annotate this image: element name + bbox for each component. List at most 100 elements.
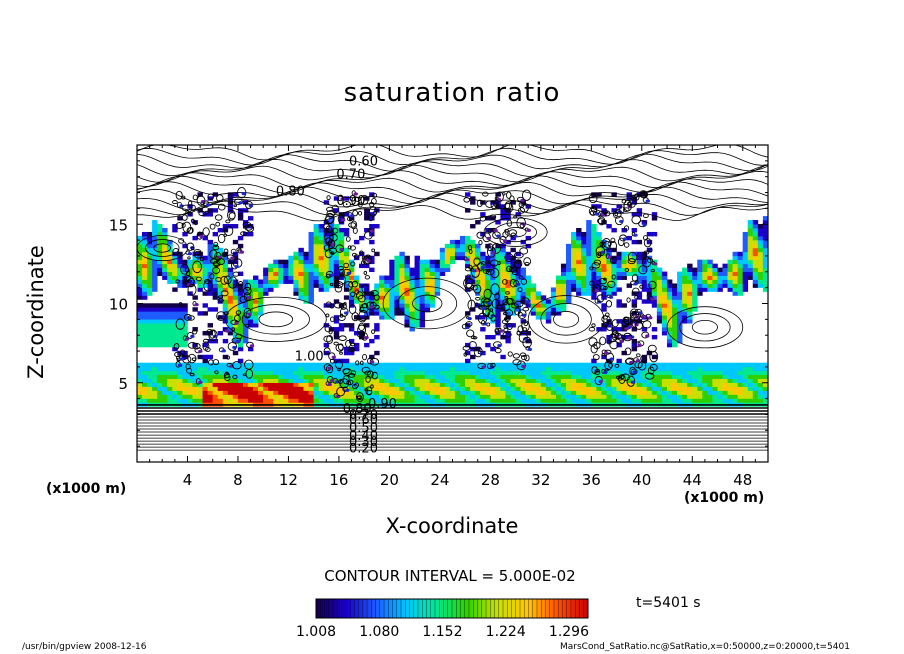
field-cell <box>379 279 385 284</box>
field-cell <box>485 394 491 399</box>
field-cell <box>545 315 552 320</box>
field-cell <box>692 382 698 387</box>
field-cell <box>737 263 744 269</box>
field-cell <box>586 291 592 296</box>
field-cell <box>298 386 304 391</box>
field-cell <box>732 366 738 372</box>
field-cell <box>742 386 749 391</box>
field-cell <box>162 267 168 273</box>
field-cell <box>253 295 259 300</box>
field-cell <box>505 255 511 261</box>
field-cell <box>389 259 395 265</box>
field-cell <box>596 394 602 399</box>
field-cell <box>571 243 577 249</box>
field-cell <box>268 267 274 273</box>
field-cell <box>485 259 491 265</box>
field-cell <box>227 382 234 387</box>
field-cell <box>207 398 213 403</box>
field-cell <box>172 224 178 229</box>
field-cell <box>611 386 617 391</box>
field-cell <box>157 398 163 403</box>
field-cell <box>434 263 441 269</box>
field-cell <box>505 374 511 380</box>
field-cell <box>217 287 224 292</box>
field-cell <box>631 386 638 391</box>
x-tick-label: 36 <box>582 471 601 489</box>
field-cell <box>298 279 304 284</box>
field-cell <box>762 370 768 376</box>
field-cell <box>692 299 698 304</box>
field-cell <box>485 291 491 296</box>
field-cell <box>666 366 673 372</box>
contour-line <box>137 164 768 183</box>
cloud-contour <box>224 373 231 382</box>
field-cell <box>525 394 532 399</box>
field-cell <box>520 378 526 383</box>
field-cell <box>742 259 749 265</box>
field-cell <box>404 295 410 300</box>
field-cell <box>328 279 335 284</box>
cloud-contour <box>242 221 252 228</box>
field-cell <box>485 386 491 391</box>
field-cell <box>601 259 607 265</box>
field-cell <box>586 374 592 380</box>
field-cell <box>566 259 572 265</box>
field-cell <box>480 231 486 237</box>
field-cell <box>202 374 208 380</box>
field-cell <box>500 243 506 249</box>
field-cell <box>147 283 153 288</box>
cloud-contour <box>589 280 595 287</box>
field-cell <box>141 342 148 348</box>
field-cell <box>172 342 178 348</box>
field-cell <box>137 315 143 320</box>
field-cell <box>308 267 314 273</box>
field-cell <box>333 239 340 245</box>
field-cell <box>510 263 516 269</box>
field-cell <box>535 307 542 312</box>
field-cell <box>429 287 436 292</box>
field-cell <box>454 243 461 249</box>
field-cell <box>318 251 325 257</box>
field-cell <box>182 386 188 391</box>
cloud-contour <box>501 319 509 325</box>
field-cell <box>424 303 431 308</box>
field-cell <box>192 295 198 300</box>
field-cell <box>540 362 547 368</box>
field-cell <box>328 255 335 261</box>
field-cell <box>253 374 259 380</box>
field-cell <box>631 338 638 344</box>
field-cell <box>444 374 451 380</box>
field-cell <box>641 382 648 387</box>
field-cell <box>414 398 420 403</box>
field-cell <box>712 382 718 387</box>
field-cell <box>661 287 668 292</box>
field-cell <box>212 382 219 387</box>
field-cell <box>364 382 370 387</box>
field-cell <box>152 323 158 328</box>
field-cell <box>661 299 668 304</box>
field-cell <box>283 394 289 399</box>
footer-left: /usr/bin/gpview 2008-12-16 <box>22 642 147 652</box>
field-cell <box>697 259 703 265</box>
field-cell <box>414 299 420 304</box>
field-cell <box>611 287 617 292</box>
field-cell <box>157 319 163 324</box>
cloud-cell <box>329 379 335 383</box>
cloud-contour <box>323 335 333 343</box>
field-cell <box>162 374 168 380</box>
cloud-contour <box>647 344 657 353</box>
cloud-contour <box>326 206 334 212</box>
field-cell <box>576 267 582 273</box>
field-cell <box>293 362 299 368</box>
field-cell <box>495 374 501 380</box>
field-cell <box>762 275 768 280</box>
cloud-contour <box>520 352 526 357</box>
field-cell <box>303 291 309 296</box>
field-cell <box>682 390 688 395</box>
field-cell <box>586 224 592 229</box>
field-cell <box>566 275 572 280</box>
field-cell <box>646 259 653 265</box>
field-cell <box>227 390 234 395</box>
field-cell <box>167 239 173 245</box>
field-cell <box>677 390 683 395</box>
